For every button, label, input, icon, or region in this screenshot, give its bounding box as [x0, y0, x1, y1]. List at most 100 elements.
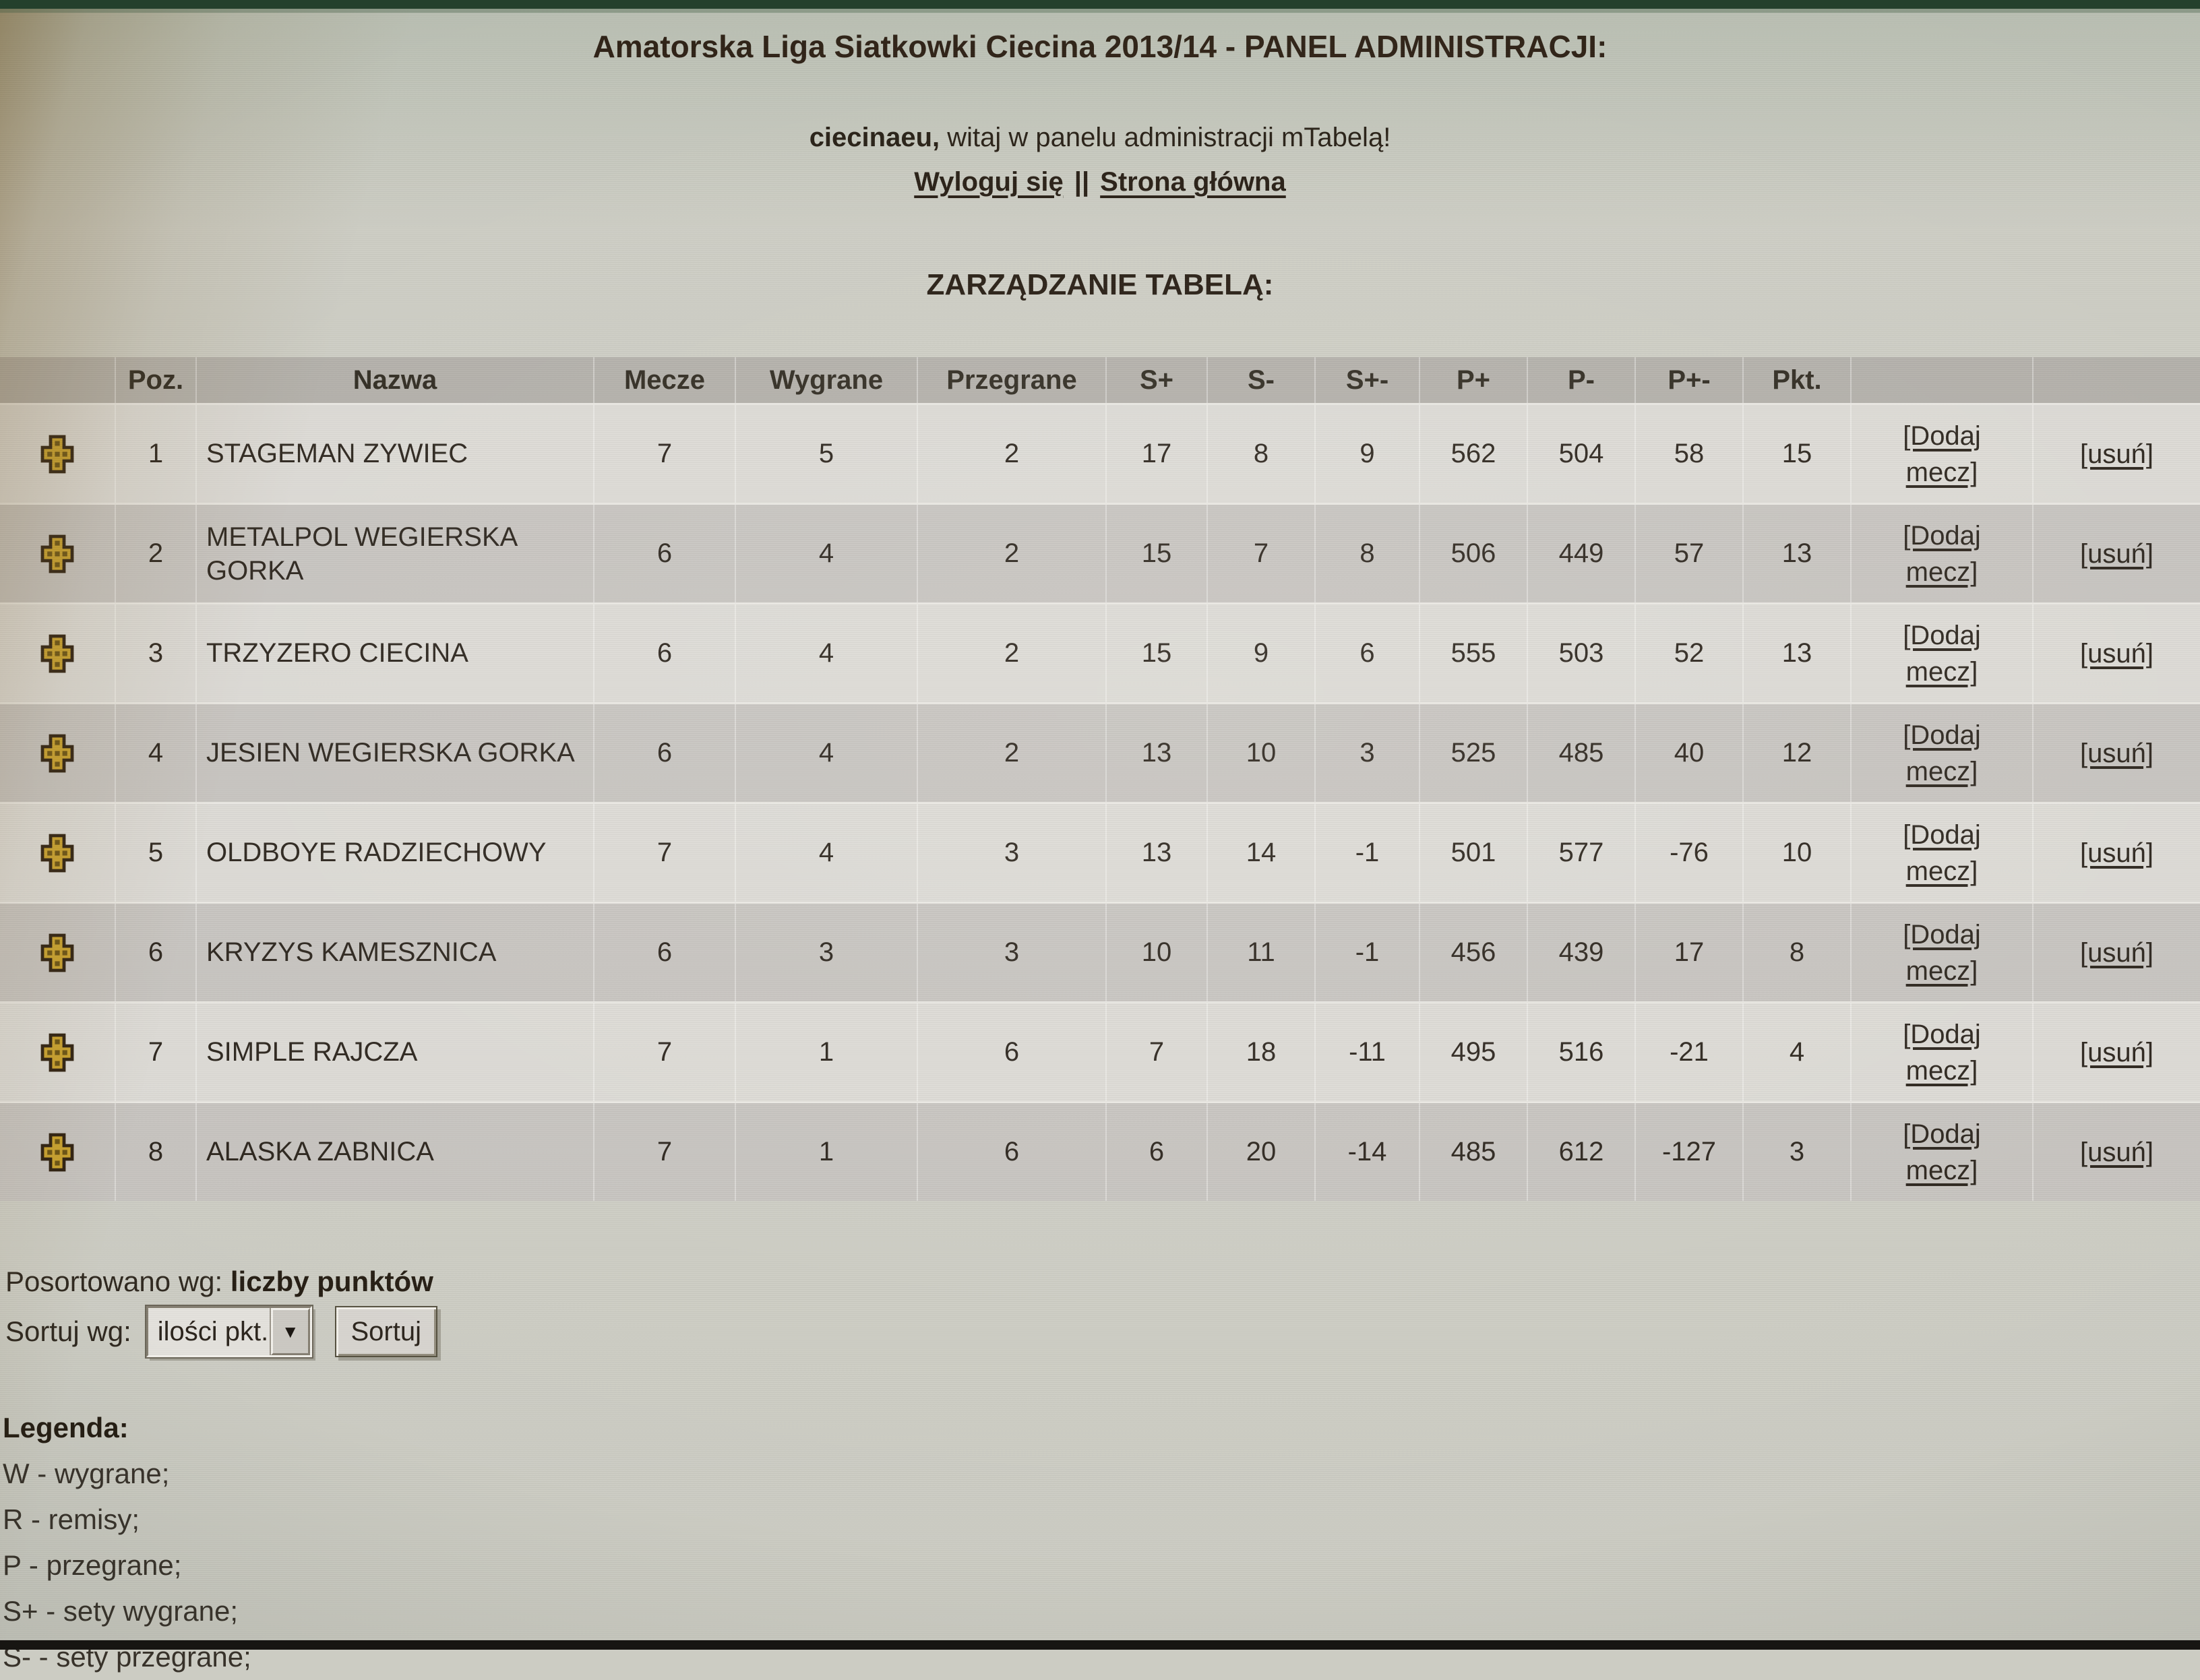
delete-team-link[interactable]: [usuń] [2080, 1037, 2153, 1067]
s-minus-cell: 18 [1206, 1003, 1314, 1101]
header-dodaj [1850, 357, 2032, 403]
delete-team-link[interactable]: [usuń] [2080, 838, 2153, 868]
header-handle [0, 357, 115, 403]
legend-heading: Legenda: [3, 1412, 129, 1443]
move-icon[interactable] [40, 733, 75, 774]
delete-team-link[interactable]: [usuń] [2080, 937, 2153, 968]
wygrane-cell: 4 [735, 804, 917, 902]
team-name-cell: TRZYZERO CIECINA [195, 604, 593, 702]
header-pkt: Pkt. [1742, 357, 1850, 403]
s-minus-cell: 10 [1206, 704, 1314, 802]
table-row: 4 JESIEN WEGIERSKA GORKA 6 4 2 13 10 3 5… [0, 702, 2200, 802]
s-plusminus-cell: 6 [1314, 604, 1419, 702]
add-match-link[interactable]: [Dodaj mecz] [1903, 819, 1981, 886]
wygrane-cell: 1 [735, 1103, 917, 1201]
add-match-link[interactable]: [Dodaj mecz] [1903, 919, 1981, 986]
welcome-message: ciecinaeu, witaj w panelu administracji … [0, 123, 2200, 153]
delete-team-link[interactable]: [usuń] [2080, 538, 2153, 569]
przegrane-cell: 2 [917, 505, 1105, 602]
add-match-link[interactable]: [Dodaj mecz] [1903, 1119, 1981, 1185]
section-heading: ZARZĄDZANIE TABELĄ: [926, 268, 1274, 301]
team-name-cell: SIMPLE RAJCZA [195, 1003, 593, 1101]
pos-cell: 7 [115, 1003, 195, 1101]
przegrane-cell: 3 [917, 804, 1105, 902]
p-minus-cell: 439 [1527, 904, 1634, 1001]
team-name-cell: OLDBOYE RADZIECHOWY [195, 804, 593, 902]
move-icon[interactable] [40, 533, 75, 575]
wygrane-cell: 4 [735, 704, 917, 802]
p-plus-cell: 555 [1419, 604, 1527, 702]
p-minus-cell: 612 [1527, 1103, 1634, 1201]
legend-item: W - wygrane; [3, 1458, 170, 1489]
delete-team-link[interactable]: [usuń] [2080, 738, 2153, 768]
wygrane-cell: 4 [735, 604, 917, 702]
move-icon[interactable] [40, 1032, 75, 1074]
chevron-down-icon[interactable]: ▼ [270, 1308, 310, 1355]
p-plus-cell: 485 [1419, 1103, 1527, 1201]
p-plusminus-cell: 17 [1634, 904, 1742, 1001]
p-plusminus-cell: 57 [1634, 505, 1742, 602]
p-plusminus-cell: 40 [1634, 704, 1742, 802]
home-link[interactable]: Strona główna [1100, 167, 1286, 197]
delete-team-link[interactable]: [usuń] [2080, 1137, 2153, 1167]
move-icon[interactable] [40, 1131, 75, 1173]
s-plusminus-cell: -11 [1314, 1003, 1419, 1101]
move-icon[interactable] [40, 932, 75, 974]
pos-cell: 4 [115, 704, 195, 802]
przegrane-cell: 2 [917, 604, 1105, 702]
s-plusminus-cell: -14 [1314, 1103, 1419, 1201]
welcome-text: witaj w panelu administracji mTabelą! [940, 123, 1391, 152]
table-row: 8 ALASKA ZABNICA 7 1 6 6 20 -14 485 612 … [0, 1101, 2200, 1201]
add-match-link[interactable]: [Dodaj mecz] [1903, 520, 1981, 587]
header-przegrane: Przegrane [917, 357, 1105, 403]
s-minus-cell: 9 [1206, 604, 1314, 702]
add-match-link[interactable]: [Dodaj mecz] [1903, 1019, 1981, 1086]
header-usun [2032, 357, 2200, 403]
screen-top-edge [0, 0, 2200, 9]
pkt-cell: 15 [1742, 405, 1850, 503]
p-minus-cell: 516 [1527, 1003, 1634, 1101]
p-plusminus-cell: -127 [1634, 1103, 1742, 1201]
mecze-cell: 6 [593, 505, 735, 602]
s-minus-cell: 7 [1206, 505, 1314, 602]
p-plus-cell: 562 [1419, 405, 1527, 503]
move-icon[interactable] [40, 633, 75, 675]
p-plusminus-cell: -76 [1634, 804, 1742, 902]
team-name-cell: METALPOL WEGIERSKA GORKA [195, 505, 593, 602]
mecze-cell: 6 [593, 704, 735, 802]
mecze-cell: 7 [593, 804, 735, 902]
move-icon[interactable] [40, 433, 75, 475]
add-match-link[interactable]: [Dodaj mecz] [1903, 620, 1981, 687]
pos-cell: 6 [115, 904, 195, 1001]
sort-controls: Sortuj wg: ilości pkt. ▼ Sortuj [5, 1305, 437, 1359]
wygrane-cell: 5 [735, 405, 917, 503]
s-plusminus-cell: 3 [1314, 704, 1419, 802]
przegrane-cell: 2 [917, 704, 1105, 802]
wygrane-cell: 3 [735, 904, 917, 1001]
pos-cell: 8 [115, 1103, 195, 1201]
logout-link[interactable]: Wyloguj się [914, 167, 1064, 197]
p-plus-cell: 501 [1419, 804, 1527, 902]
wygrane-cell: 4 [735, 505, 917, 602]
move-icon[interactable] [40, 832, 75, 874]
p-minus-cell: 577 [1527, 804, 1634, 902]
s-plusminus-cell: 9 [1314, 405, 1419, 503]
header-s-minus: S- [1206, 357, 1314, 403]
sort-select[interactable]: ilości pkt. ▼ [144, 1305, 313, 1359]
team-name-cell: KRYZYS KAMESZNICA [195, 904, 593, 1001]
username: ciecinaeu, [809, 123, 940, 152]
sorted-by-value: liczby punktów [230, 1266, 433, 1297]
sort-button[interactable]: Sortuj [334, 1306, 437, 1357]
pkt-cell: 10 [1742, 804, 1850, 902]
delete-team-link[interactable]: [usuń] [2080, 439, 2153, 469]
p-minus-cell: 449 [1527, 505, 1634, 602]
s-plus-cell: 15 [1105, 604, 1206, 702]
add-match-link[interactable]: [Dodaj mecz] [1903, 720, 1981, 786]
header-links: Wyloguj się || Strona główna [0, 167, 2200, 197]
p-minus-cell: 504 [1527, 405, 1634, 503]
s-plus-cell: 10 [1105, 904, 1206, 1001]
s-plus-cell: 13 [1105, 804, 1206, 902]
p-plus-cell: 506 [1419, 505, 1527, 602]
add-match-link[interactable]: [Dodaj mecz] [1903, 421, 1981, 487]
delete-team-link[interactable]: [usuń] [2080, 638, 2153, 668]
